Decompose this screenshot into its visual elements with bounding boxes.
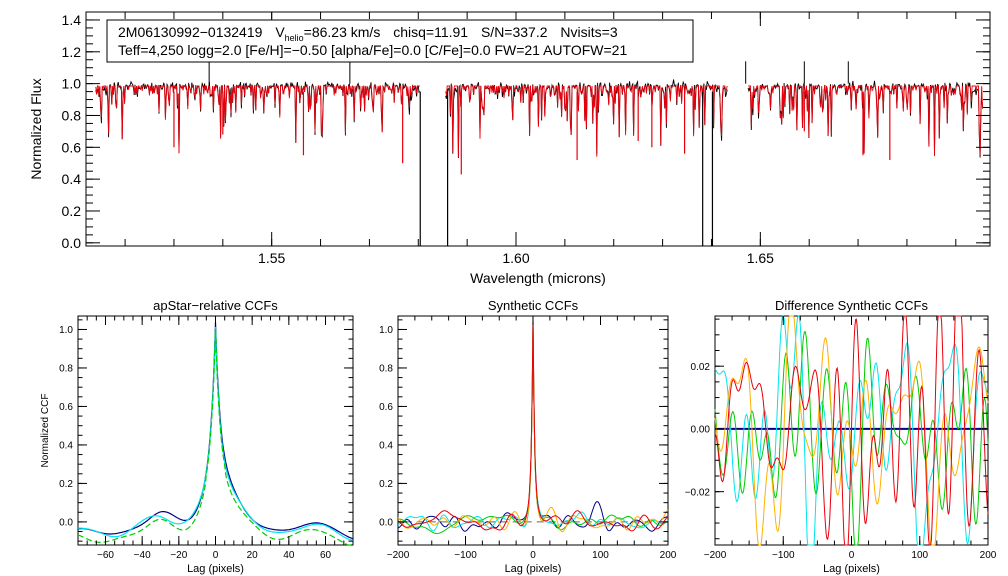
y-tick-label: 0.4 bbox=[62, 171, 82, 187]
x-tick-label: 60 bbox=[320, 550, 332, 561]
y-tick-label: 0.6 bbox=[59, 402, 73, 413]
vhelio-subscript: helio bbox=[285, 33, 304, 43]
y-tick-label: 0.0 bbox=[59, 518, 73, 529]
spectrum-data bbox=[95, 61, 983, 246]
difference-synthetic-ccf-panel: −200 −100 0 100 200 −0.02 0.00 0.02 Difference S… bbox=[685, 298, 997, 575]
x-tick-label: −100 bbox=[772, 550, 795, 561]
vhelio-prefix: V bbox=[275, 24, 285, 40]
synthetic-ccf-panel: −200 −100 0 100 200 0.0 0.2 0.4 0.6 0.8 1.0 Synthet… bbox=[379, 298, 677, 575]
ccf1-plot-frame bbox=[77, 315, 354, 546]
x-tick-label: −100 bbox=[454, 550, 477, 561]
spectrum-info-box: 2M06130992−0132419 Vhelio=86.23 km/s chi… bbox=[106, 19, 694, 63]
y-tick-label: −0.02 bbox=[685, 487, 711, 498]
y-tick-label: 0.0 bbox=[379, 518, 393, 529]
ccf2-axes: −200 −100 0 100 200 0.0 0.2 0.4 0.6 0.8 1.0 Synthet… bbox=[379, 298, 677, 575]
spectrum-axes: 1.55 1.60 1.65 0.0 0.2 0.4 0.6 0.8 1.0 1.2 1.4 Wave… bbox=[28, 12, 990, 286]
y-tick-label: 1.0 bbox=[379, 325, 393, 336]
ccf1-data bbox=[77, 322, 354, 546]
y-tick-label: 0.6 bbox=[379, 402, 393, 413]
ccf2-series-visit-4 bbox=[397, 317, 669, 532]
y-tick-label: 0.2 bbox=[62, 203, 82, 219]
x-tick-label: 20 bbox=[247, 550, 259, 561]
x-tick-label: 1.55 bbox=[258, 250, 285, 266]
spectrum-observed-chip-1 bbox=[95, 80, 421, 154]
x-tick-label: 0 bbox=[530, 550, 536, 561]
spectrum-model-chip-2 bbox=[445, 84, 728, 158]
x-tick-label: −40 bbox=[134, 550, 151, 561]
panel-title: apStar−relative CCFs bbox=[153, 298, 278, 313]
vhelio-value: =86.23 km/s bbox=[304, 24, 381, 40]
ccf3-data bbox=[714, 315, 989, 546]
ccf2-data bbox=[397, 317, 669, 534]
stellar-parameters: Teff=4,250 logg=2.0 [Fe/H]=−0.50 [alpha/… bbox=[118, 42, 627, 58]
x-tick-label: 100 bbox=[592, 550, 609, 561]
y-tick-label: 1.0 bbox=[62, 76, 82, 92]
x-axis-label: Wavelength (microns) bbox=[470, 270, 606, 286]
ccf1-axes: −60 −40 −20 0 20 40 60 0.0 0.2 0.4 0.6 0.8 1.0 apStar… bbox=[40, 298, 354, 575]
ccf1-series-visit-2 bbox=[78, 326, 354, 541]
y-tick-label: 1.0 bbox=[59, 325, 73, 336]
info-line-1: 2M06130992−0132419 Vhelio=86.23 km/s chi… bbox=[118, 24, 618, 43]
ccf1-series-visit-3 bbox=[77, 328, 353, 546]
x-tick-label: 1.65 bbox=[747, 250, 774, 266]
x-tick-label: 100 bbox=[911, 550, 928, 561]
x-tick-label: −200 bbox=[704, 550, 727, 561]
panel-title: Difference Synthetic CCFs bbox=[775, 298, 928, 313]
y-tick-label: 1.2 bbox=[62, 44, 82, 60]
y-tick-label: 1.4 bbox=[62, 12, 82, 28]
x-axis-label: Lag (pixels) bbox=[187, 563, 244, 575]
y-tick-label: 0.4 bbox=[59, 441, 73, 452]
y-axis-label: Normalized Flux bbox=[28, 78, 44, 179]
ccf3-series-visit-4 bbox=[714, 315, 989, 546]
snr-value: S/N=337.2 bbox=[481, 24, 548, 40]
y-tick-label: 0.6 bbox=[62, 139, 82, 155]
x-tick-label: −20 bbox=[170, 550, 187, 561]
object-id: 2M06130992−0132419 bbox=[118, 24, 263, 40]
x-tick-label: 200 bbox=[660, 550, 677, 561]
y-tick-label: 0.02 bbox=[691, 362, 711, 373]
ccf3-series-visit-2 bbox=[714, 330, 989, 546]
y-tick-label: 0.4 bbox=[379, 441, 393, 452]
info-box-frame bbox=[106, 19, 694, 63]
nvisits-value: Nvisits=3 bbox=[560, 24, 617, 40]
x-axis-label: Lag (pixels) bbox=[505, 563, 562, 575]
ccf3-axes: −200 −100 0 100 200 −0.02 0.00 0.02 Difference S… bbox=[685, 298, 997, 575]
y-tick-label: 0.2 bbox=[59, 479, 73, 490]
x-tick-label: −200 bbox=[387, 550, 410, 561]
y-tick-label: 0.2 bbox=[379, 479, 393, 490]
panel-title: Synthetic CCFs bbox=[488, 298, 579, 313]
y-tick-label: 0.8 bbox=[379, 364, 393, 375]
apstar-relative-ccf-panel: −60 −40 −20 0 20 40 60 0.0 0.2 0.4 0.6 0.8 1.0 apStar… bbox=[40, 298, 354, 575]
chisq-value: chisq=11.91 bbox=[393, 24, 468, 40]
y-axis-label: Normalized CCF bbox=[40, 394, 51, 468]
x-tick-label: 200 bbox=[980, 550, 997, 561]
spectrum-model-chip-3 bbox=[748, 84, 983, 156]
x-tick-label: 0 bbox=[213, 550, 219, 561]
x-tick-label: 40 bbox=[283, 550, 295, 561]
x-tick-label: −60 bbox=[97, 550, 114, 561]
spectrum-panel: 1.55 1.60 1.65 0.0 0.2 0.4 0.6 0.8 1.0 1.2 1.4 Wave… bbox=[28, 11, 991, 286]
x-axis-label: Lag (pixels) bbox=[823, 563, 880, 575]
spectrum-plot-frame bbox=[85, 11, 991, 247]
spectrum-model-chip-1 bbox=[95, 84, 420, 154]
y-tick-label: 0.00 bbox=[691, 425, 711, 436]
ccf1-series-visit-1 bbox=[77, 322, 354, 540]
y-tick-label: 0.8 bbox=[62, 108, 82, 124]
x-tick-label: 1.60 bbox=[502, 250, 529, 266]
y-tick-label: 0.8 bbox=[59, 364, 73, 375]
y-tick-label: 0.0 bbox=[62, 235, 82, 251]
x-tick-label: 0 bbox=[849, 550, 855, 561]
